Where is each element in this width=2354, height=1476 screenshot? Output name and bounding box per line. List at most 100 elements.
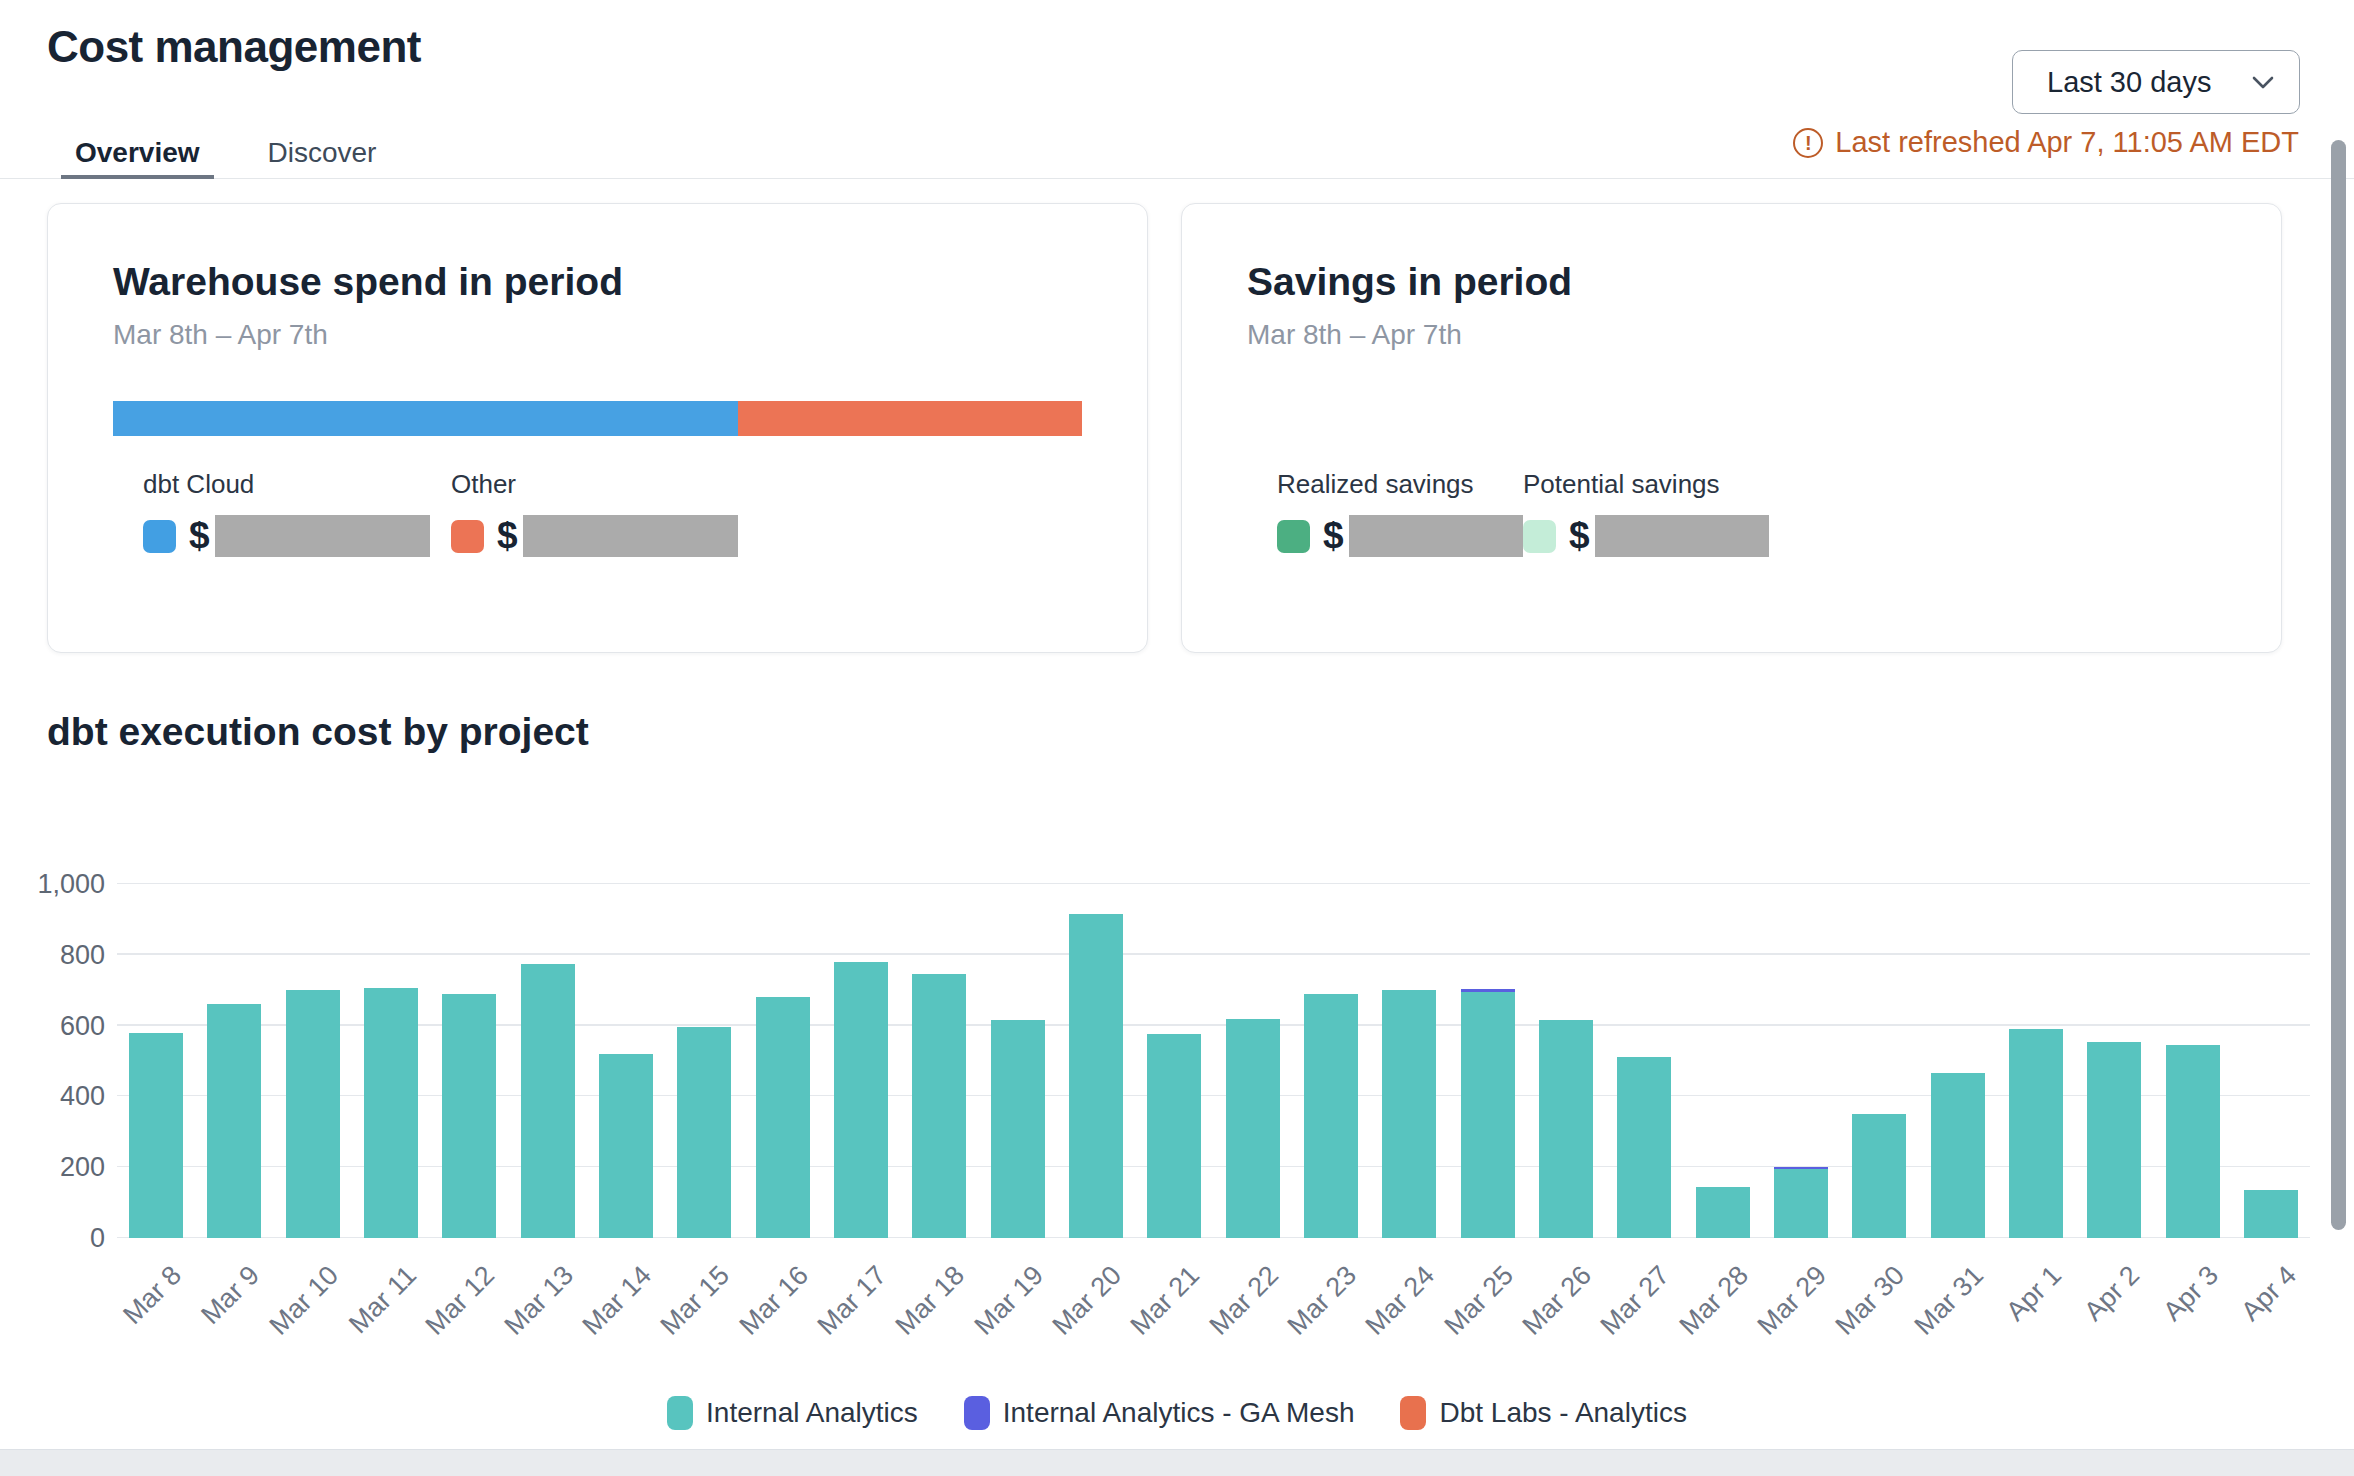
y-tick-label: 600 xyxy=(0,1010,105,1042)
bar-mar-13[interactable] xyxy=(521,964,575,1238)
legend-label: Other xyxy=(451,469,759,500)
bar-mar-25[interactable] xyxy=(1461,989,1515,1238)
bar-mar-31[interactable] xyxy=(1931,1073,1985,1238)
bar-segment xyxy=(1069,914,1123,1238)
savings-card: Savings in period Mar 8th – Apr 7th Real… xyxy=(1181,203,2282,653)
currency-symbol: $ xyxy=(497,515,518,557)
gridline xyxy=(117,883,2310,885)
realized-savings-swatch xyxy=(1277,520,1310,553)
legend-value: $ xyxy=(143,515,451,557)
bar-mar-29[interactable] xyxy=(1774,1167,1828,1238)
legend-value: $ xyxy=(1523,515,1769,557)
chart-legend-item-internal-analytics[interactable]: Internal Analytics xyxy=(667,1396,918,1430)
bar-mar-11[interactable] xyxy=(364,988,418,1238)
bar-segment xyxy=(364,988,418,1238)
chevron-down-icon xyxy=(2251,75,2275,90)
bar-segment xyxy=(912,974,966,1238)
bar-mar-27[interactable] xyxy=(1617,1057,1671,1238)
legend-swatch-icon xyxy=(1400,1396,1426,1430)
legend-label: Potential savings xyxy=(1523,469,1769,500)
bar-mar-19[interactable] xyxy=(991,1020,1045,1238)
savings-legend: Realized savings $ Potential savings $ xyxy=(1247,469,2216,557)
bar-plot xyxy=(117,884,2310,1238)
bar-mar-23[interactable] xyxy=(1304,994,1358,1238)
bar-segment xyxy=(442,994,496,1238)
bar-mar-24[interactable] xyxy=(1382,990,1436,1238)
bar-apr-2[interactable] xyxy=(2087,1042,2141,1238)
currency-symbol: $ xyxy=(1569,515,1590,557)
x-tick-label: Mar 26 xyxy=(1517,1260,1598,1341)
page-title: Cost management xyxy=(47,22,421,72)
bar-segment xyxy=(1226,1019,1280,1238)
legend-value: $ xyxy=(451,515,759,557)
bar-segment xyxy=(2244,1190,2298,1238)
bar-apr-3[interactable] xyxy=(2166,1045,2220,1238)
x-tick-label: Mar 17 xyxy=(812,1260,893,1341)
x-tick-label: Mar 28 xyxy=(1673,1260,1754,1341)
legend-label: Internal Analytics xyxy=(706,1397,918,1429)
bar-mar-14[interactable] xyxy=(599,1054,653,1238)
bar-segment xyxy=(1147,1034,1201,1238)
y-axis: 02004006008001,000 xyxy=(0,884,105,1238)
bar-mar-21[interactable] xyxy=(1147,1034,1201,1238)
summary-cards: Warehouse spend in period Mar 8th – Apr … xyxy=(47,203,2282,653)
x-axis: Mar 8Mar 9Mar 10Mar 11Mar 12Mar 13Mar 14… xyxy=(117,1250,2310,1370)
redacted-value xyxy=(1595,515,1769,557)
bar-segment xyxy=(1852,1114,1906,1238)
bar-segment xyxy=(2166,1045,2220,1238)
x-tick-label: Apr 4 xyxy=(2235,1260,2303,1328)
legend-label: Internal Analytics - GA Mesh xyxy=(1003,1397,1355,1429)
bar-mar-22[interactable] xyxy=(1226,1019,1280,1238)
bar-mar-12[interactable] xyxy=(442,994,496,1238)
dbt-cloud-swatch xyxy=(143,520,176,553)
currency-symbol: $ xyxy=(189,515,210,557)
card-title: Warehouse spend in period xyxy=(113,260,1082,304)
legend-group-dbt-cloud: dbt Cloud $ xyxy=(143,469,451,557)
period-selector[interactable]: Last 30 days xyxy=(2012,50,2300,114)
bar-apr-1[interactable] xyxy=(2009,1029,2063,1238)
bar-mar-26[interactable] xyxy=(1539,1020,1593,1238)
x-tick-label: Mar 23 xyxy=(1282,1260,1363,1341)
bar-mar-30[interactable] xyxy=(1852,1114,1906,1238)
redacted-value xyxy=(1349,515,1523,557)
currency-symbol: $ xyxy=(1323,515,1344,557)
bar-mar-17[interactable] xyxy=(834,962,888,1238)
chart-legend-item-internal-analytics-ga-mesh[interactable]: Internal Analytics - GA Mesh xyxy=(964,1396,1355,1430)
y-tick-label: 1,000 xyxy=(0,868,105,900)
chart-legend-item-dbt-labs-analytics[interactable]: Dbt Labs - Analytics xyxy=(1400,1396,1686,1430)
bar-mar-9[interactable] xyxy=(207,1004,261,1238)
x-tick-label: Mar 27 xyxy=(1595,1260,1676,1341)
x-tick-label: Apr 3 xyxy=(2157,1260,2225,1328)
bar-mar-28[interactable] xyxy=(1696,1187,1750,1238)
bar-mar-8[interactable] xyxy=(129,1033,183,1238)
bar-mar-10[interactable] xyxy=(286,990,340,1238)
x-tick-label: Mar 10 xyxy=(263,1260,344,1341)
x-tick-label: Apr 1 xyxy=(2000,1260,2068,1328)
bar-mar-18[interactable] xyxy=(912,974,966,1238)
tab-overview[interactable]: Overview xyxy=(61,131,214,178)
warehouse-spend-card: Warehouse spend in period Mar 8th – Apr … xyxy=(47,203,1148,653)
x-tick-label: Mar 15 xyxy=(655,1260,736,1341)
legend-label: Realized savings xyxy=(1277,469,1523,500)
period-selector-value: Last 30 days xyxy=(2047,66,2211,99)
x-tick-label: Mar 13 xyxy=(498,1260,579,1341)
bar-mar-16[interactable] xyxy=(756,997,810,1238)
x-tick-label: Mar 21 xyxy=(1125,1260,1206,1341)
legend-group-other: Other $ xyxy=(451,469,759,557)
bar-segment xyxy=(677,1027,731,1238)
x-tick-label: Mar 24 xyxy=(1360,1260,1441,1341)
tab-discover[interactable]: Discover xyxy=(254,131,391,178)
stacked-bar-other-segment xyxy=(738,401,1082,436)
bar-segment xyxy=(2009,1029,2063,1238)
x-tick-label: Mar 31 xyxy=(1908,1260,1989,1341)
x-tick-label: Mar 12 xyxy=(420,1260,501,1341)
redacted-value xyxy=(215,515,430,557)
bar-segment xyxy=(207,1004,261,1238)
x-tick-label: Mar 19 xyxy=(968,1260,1049,1341)
y-tick-label: 400 xyxy=(0,1080,105,1112)
bar-mar-20[interactable] xyxy=(1069,914,1123,1238)
bar-apr-4[interactable] xyxy=(2244,1190,2298,1238)
bar-mar-15[interactable] xyxy=(677,1027,731,1238)
vertical-scrollbar[interactable] xyxy=(2331,140,2346,1230)
chart-legend: Internal Analytics Internal Analytics - G… xyxy=(0,1396,2354,1430)
